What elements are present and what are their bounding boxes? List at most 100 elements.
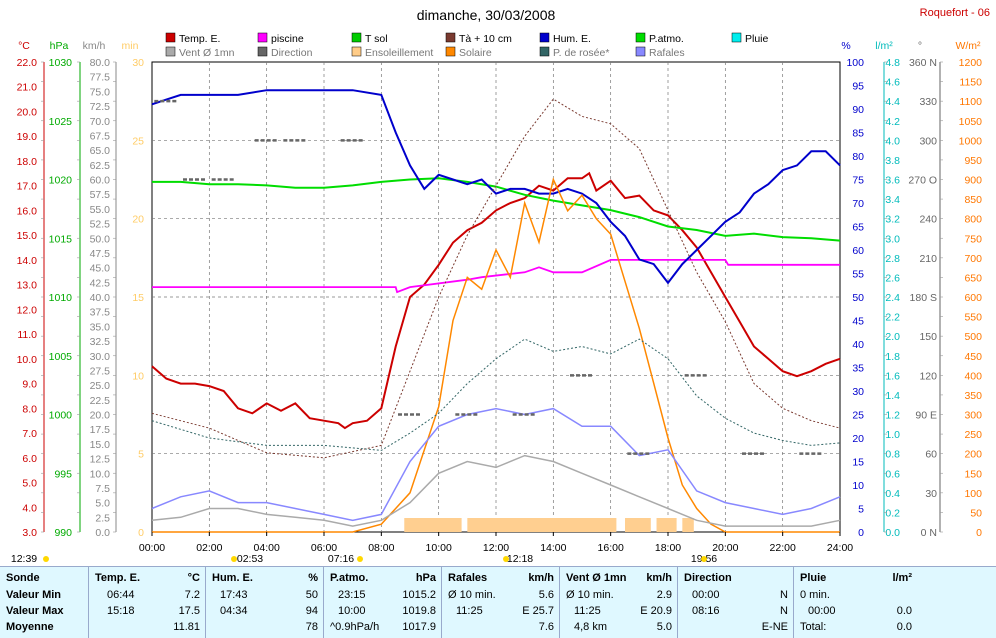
- axis-tick-hum: 40: [852, 339, 864, 351]
- axis-tick-wind: 70.0: [90, 116, 111, 128]
- axis-tick-solar: 0: [976, 527, 982, 539]
- cell: 0.0: [896, 621, 912, 633]
- axis-tick-solar: 950: [964, 155, 982, 167]
- cell: Ø 10 min.: [448, 589, 496, 601]
- axis-tick-hum: 30: [852, 386, 864, 398]
- stats-table: Sonde Valeur Min Valeur Max Moyenne Temp…: [0, 566, 996, 638]
- axis-tick-hum: 85: [852, 128, 864, 140]
- sun-icon: [701, 556, 707, 562]
- axis-tick-rain: 4.4: [885, 96, 900, 108]
- series-temp-e-: [151, 171, 841, 430]
- axis-unit-press: hPa: [50, 40, 69, 52]
- axis-tick-wind: 35.0: [90, 321, 111, 333]
- legend-swatch: [445, 32, 456, 43]
- axis-tick-temp: 7.0: [22, 428, 37, 440]
- legend-swatch: [539, 46, 550, 57]
- row-label-avg: Moyenne: [6, 621, 54, 633]
- sun-mark-label: 12:18: [507, 553, 533, 565]
- col-sonde: Sonde Valeur Min Valeur Max Moyenne: [0, 567, 88, 638]
- sunshine-bar: [404, 518, 462, 532]
- axis-tick-wind: 55.0: [90, 204, 111, 216]
- axis-tick-rain: 0.0: [885, 527, 900, 539]
- axis-tick-wind: 32.5: [90, 336, 111, 348]
- sun-mark-label: 07:16: [328, 553, 354, 565]
- axis-tick-rain: 2.4: [885, 292, 900, 304]
- col-press: P.atmo. hPa 23:15 1015.2 10:00 1019.8 ^0.9h…: [323, 567, 442, 638]
- legend-swatch: [165, 32, 176, 43]
- weather-chart: dimanche, 30/03/2008 Roquefort - 06 Temp…: [11, 7, 990, 565]
- axis-tick-solar: 150: [964, 468, 982, 480]
- col-wind: Vent Ø 1mn km/h Ø 10 min. 2.9 11:25 E 20.9 …: [559, 567, 678, 638]
- axis-tick-temp: 16.0: [17, 205, 38, 217]
- axis-tick-rain: 1.6: [885, 370, 900, 382]
- series-rafales: [151, 407, 841, 522]
- axis-tick-dir: 120: [919, 370, 937, 382]
- cell: 04:34: [220, 605, 248, 617]
- axis-tick-temp: 3.0: [22, 527, 37, 539]
- axis-tick-hum: 0: [858, 527, 864, 539]
- axis-tick-solar: 1200: [959, 57, 983, 69]
- axes: °C 22.0 21.0 20.0 19.0 18.0 17.0 16.0 15.0 14.0 13…: [17, 40, 983, 539]
- axis-tick-solar: 900: [964, 175, 982, 187]
- axis-tick-temp: 11.0: [17, 329, 37, 341]
- axis-tick-temp: 8.0: [22, 403, 37, 415]
- axis-tick-press: 1015: [49, 233, 73, 245]
- axis-tick-temp: 19.0: [17, 131, 38, 143]
- legend-label: P. de rosée*: [553, 47, 609, 59]
- x-tick-label: 02:00: [196, 542, 222, 554]
- x-tick-label: 04:00: [254, 542, 280, 554]
- axis-tick-rain: 3.0: [885, 233, 900, 245]
- axis-tick-rain: 3.6: [885, 175, 900, 187]
- axis-tick-press: 1025: [49, 116, 73, 128]
- cell: N: [780, 605, 788, 617]
- cell: 5.6: [538, 589, 554, 601]
- axis-tick-rain: 4.2: [885, 116, 900, 128]
- axis-tick-rain: 3.4: [885, 194, 900, 206]
- axis-tick-solar: 550: [964, 312, 982, 324]
- legend-label: Pluie: [745, 33, 769, 45]
- axis-tick-temp: 18.0: [17, 156, 38, 168]
- legend-swatch: [165, 46, 176, 57]
- axis-tick-hum: 75: [852, 175, 864, 187]
- axis-tick-temp: 15.0: [17, 230, 38, 242]
- axis-tick-dir: 30: [925, 488, 937, 500]
- cell: 1015.2: [402, 589, 436, 601]
- x-tick-label: 10:00: [426, 542, 452, 554]
- axis-tick-hum: 90: [852, 104, 864, 116]
- axis-tick-rain: 0.4: [885, 488, 900, 500]
- x-tick-label: 20:00: [712, 542, 738, 554]
- plot-series: [151, 89, 841, 533]
- axis-tick-wind: 42.5: [90, 277, 111, 289]
- sun-icon: [503, 556, 509, 562]
- legend-swatch: [351, 32, 362, 43]
- legend-swatch: [731, 32, 742, 43]
- axis-tick-rain: 3.2: [885, 214, 900, 226]
- x-tick-label: 18:00: [655, 542, 681, 554]
- axis-tick-wind: 25.0: [90, 380, 111, 392]
- axis-tick-hum: 65: [852, 222, 864, 234]
- axis-tick-wind: 62.5: [90, 160, 111, 172]
- legend-label: Solaire: [459, 47, 492, 59]
- x-tick-label: 16:00: [598, 542, 624, 554]
- axis-tick-hum: 55: [852, 269, 864, 281]
- axis-unit-wind: km/h: [83, 40, 106, 52]
- axis-tick-dir: 330: [919, 96, 937, 108]
- legend-label: piscine: [271, 33, 304, 45]
- cell: 4,8 km: [574, 621, 608, 633]
- axis-tick-wind: 5.0: [95, 498, 110, 510]
- axis-tick-wind: 52.5: [90, 219, 111, 231]
- cell: 10:00: [338, 605, 366, 617]
- axis-tick-solar: 700: [964, 253, 982, 265]
- axis-tick-wind: 15.0: [90, 439, 111, 451]
- axis-tick-wind: 50.0: [90, 233, 111, 245]
- axis-tick-solar: 1150: [959, 77, 982, 89]
- axis-tick-temp: 17.0: [17, 181, 38, 193]
- hdr-gust: Rafales: [448, 572, 488, 584]
- cell: 94: [305, 605, 318, 617]
- axis-tick-hum: 100: [846, 57, 864, 69]
- col-rain: Pluie l/m² 0 min. 00:00 0.0 Total: 0.0: [793, 567, 912, 638]
- axis-tick-dir: 60: [925, 449, 937, 461]
- axis-tick-solar: 1000: [959, 135, 983, 147]
- hdr-rain: Pluie: [800, 572, 827, 584]
- sun-mark-label: 02:53: [237, 553, 263, 565]
